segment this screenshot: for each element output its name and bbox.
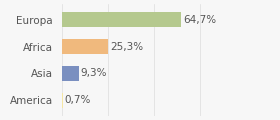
Text: 25,3%: 25,3% — [110, 42, 143, 52]
Bar — [62, 39, 108, 54]
Bar — [62, 66, 79, 81]
Text: 64,7%: 64,7% — [183, 15, 216, 25]
Bar — [62, 93, 63, 108]
Bar — [62, 12, 181, 27]
Text: 0,7%: 0,7% — [65, 95, 91, 105]
Text: 9,3%: 9,3% — [81, 68, 107, 78]
